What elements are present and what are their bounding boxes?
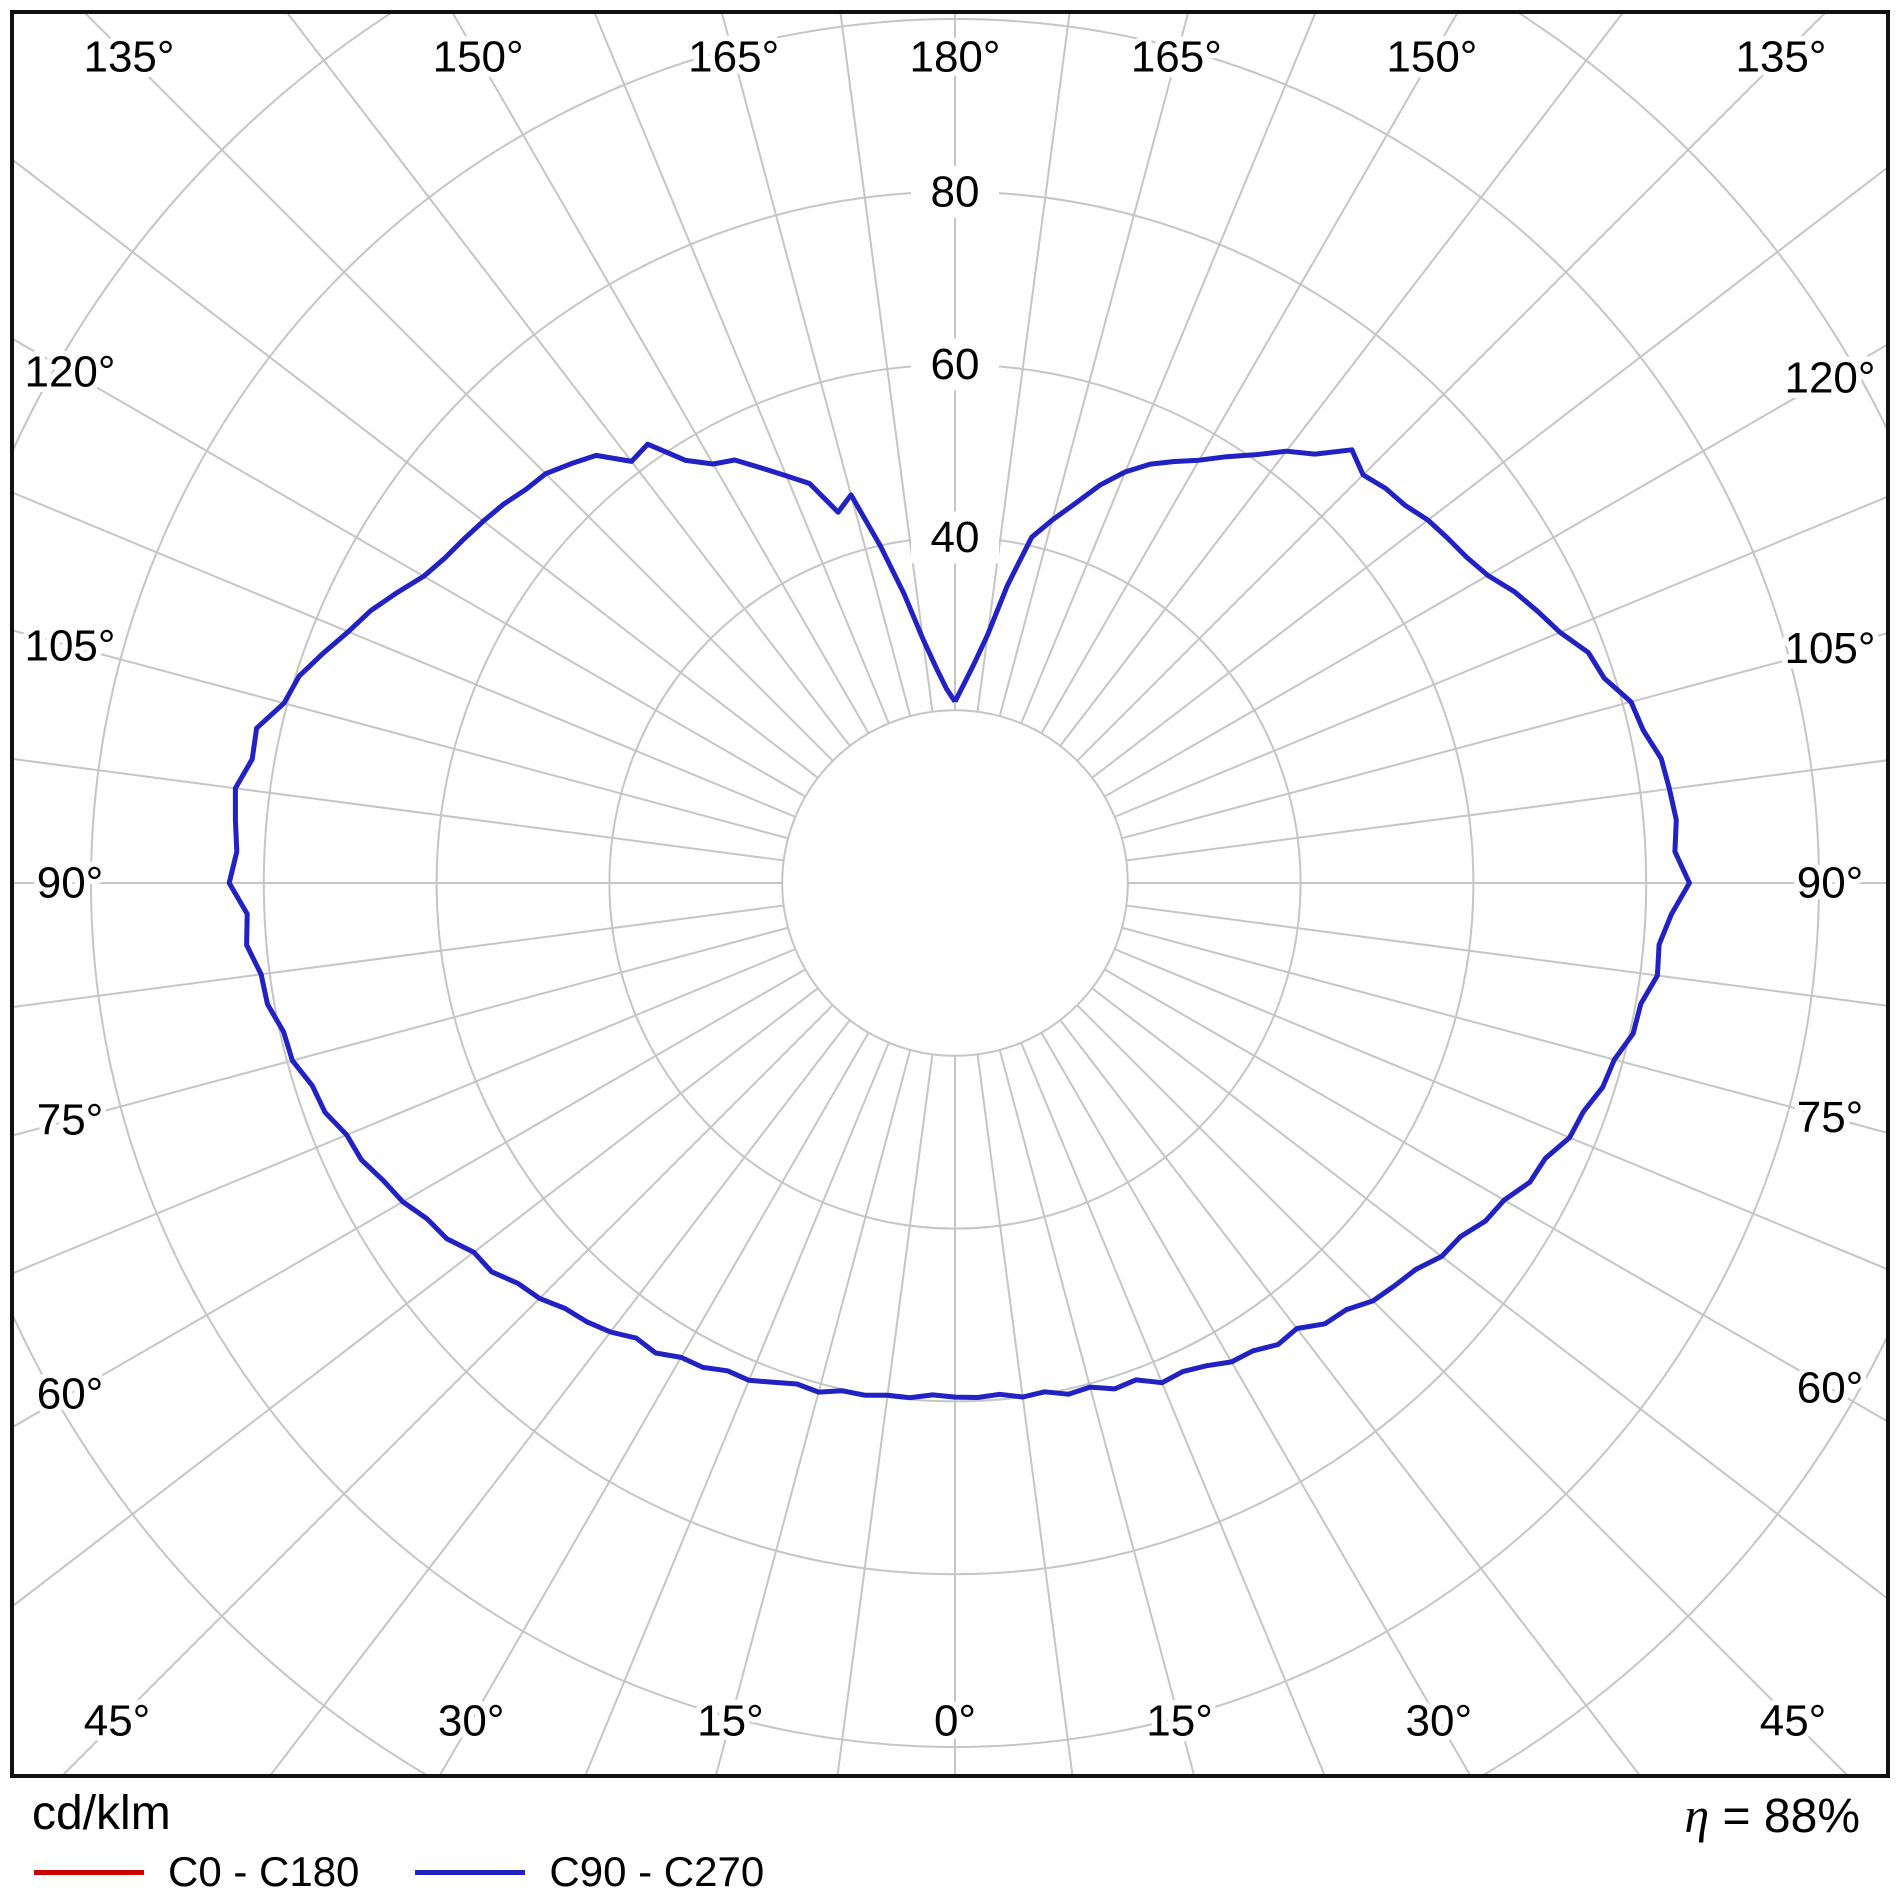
angle-label-135-right: 135° [1735, 33, 1826, 82]
angle-label-150-left: 150° [433, 33, 524, 82]
angle-label-165-left: 165° [688, 33, 779, 82]
legend-swatch-c0-c180 [34, 1869, 144, 1875]
polar-chart-svg: 0° 180° 15° 15° 30° 30° 45° 45° 60° 60° 75° 75° 90° 9… [14, 14, 1886, 1774]
unit-label: cd/klm [32, 1787, 171, 1840]
angle-label-90-left: 90° [37, 859, 104, 908]
angle-label-120-left: 120° [24, 348, 115, 397]
angle-label-180: 180° [909, 33, 1000, 82]
angle-label-45-right: 45° [1760, 1697, 1827, 1746]
footer: cd/klm η = 88% C0 - C180 C90 - C270 [0, 1778, 1900, 1900]
angle-label-0: 0° [934, 1697, 976, 1746]
legend-item-c90-c270: C90 - C270 [415, 1850, 764, 1894]
angle-label-45-left: 45° [84, 1697, 151, 1746]
legend-label-c0-c180: C0 - C180 [168, 1848, 360, 1895]
radial-label-80: 80 [931, 167, 980, 216]
angle-label-60-right: 60° [1797, 1364, 1864, 1413]
angle-label-105-left: 105° [24, 621, 115, 670]
legend-label-c90-c270: C90 - C270 [549, 1848, 765, 1895]
angle-label-165-right: 165° [1131, 33, 1222, 82]
angle-label-30-left: 30° [438, 1697, 505, 1746]
c90-c270-curve [226, 441, 1692, 1401]
angle-label-105-right: 105° [1784, 624, 1875, 673]
efficiency-label: η = 88% [1684, 1786, 1860, 1844]
eta-value: = 88% [1709, 1790, 1860, 1843]
angle-label-135-left: 135° [83, 33, 174, 82]
angle-label-120-right: 120° [1784, 353, 1875, 402]
radial-label-40: 40 [931, 513, 980, 562]
angle-label-75-right: 75° [1797, 1093, 1864, 1142]
angle-label-75-left: 75° [37, 1096, 104, 1145]
angle-label-15-left: 15° [697, 1697, 764, 1746]
angle-label-15-right: 15° [1146, 1697, 1213, 1746]
angle-label-30-right: 30° [1406, 1697, 1473, 1746]
legend-swatch-c90-c270 [415, 1869, 526, 1875]
radial-label-60: 60 [931, 340, 980, 389]
polar-grid [14, 14, 1886, 1774]
legend-item-c0-c180: C0 - C180 [34, 1850, 359, 1894]
angle-label-150-right: 150° [1386, 33, 1477, 82]
angle-label-90-right: 90° [1797, 859, 1864, 908]
eta-symbol: η [1684, 1787, 1710, 1843]
chart-border [10, 10, 1890, 1778]
axis-labels: 0° 180° 15° 15° 30° 30° 45° 45° 60° 60° 75° 75° 90° 9… [19, 27, 1881, 1751]
angle-label-60-left: 60° [37, 1369, 104, 1418]
legend: C0 - C180 C90 - C270 [34, 1850, 764, 1894]
